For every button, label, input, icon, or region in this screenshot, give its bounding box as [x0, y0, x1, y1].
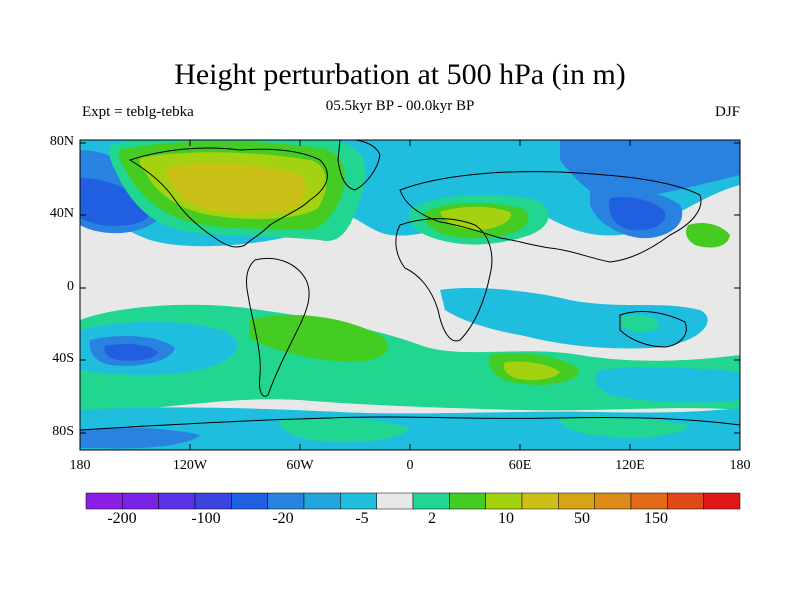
lon-label-180w: 180 [69, 458, 91, 473]
coastline-africa [395, 218, 493, 342]
colorbar-label-minus-20: -20 [272, 510, 294, 527]
lat-label-40n: 40N [49, 206, 74, 221]
colorbar-swatch [630, 492, 668, 510]
colorbar-label-2: 2 [428, 510, 436, 527]
colorbar-swatch [558, 492, 595, 510]
colorbar-swatch [521, 492, 559, 510]
coastline-south-america [246, 257, 310, 397]
contour-southern-ocean-light-blue [595, 367, 740, 403]
colorbar-label-minus-100: -100 [191, 510, 221, 527]
contour-antarctic-green-east [559, 416, 690, 438]
colorbar-label-50: 50 [574, 510, 590, 527]
coastline-australia [619, 310, 687, 348]
colorbar-swatch [267, 492, 305, 510]
colorbar-label-minus-200: -200 [107, 510, 137, 527]
colorbar-swatch [376, 492, 414, 510]
contour-pacific-dark-blue [80, 178, 151, 226]
colorbar-swatch [194, 492, 232, 510]
lat-ticks [80, 142, 740, 434]
lon-label-60w: 60W [286, 458, 314, 473]
season-label: DJF [714, 104, 740, 120]
plot-subtitle: 05.5kyr BP - 00.0kyr BP [325, 98, 475, 114]
contour-south-teal [80, 304, 740, 411]
lon-label-0: 0 [406, 458, 414, 473]
colorbar-label-minus-5: -5 [355, 510, 369, 527]
lat-label-0: 0 [67, 279, 74, 294]
coastline-eurasia [399, 171, 702, 263]
colorbar-swatch [412, 492, 450, 510]
contour-siberia-blue [560, 140, 740, 201]
coastline-north-america [128, 147, 328, 248]
lat-label-80s: 80S [52, 424, 74, 439]
coastline-antarctica [80, 416, 740, 431]
colorbar-swatch [158, 492, 196, 510]
lon-label-60e: 60E [508, 458, 532, 473]
coastline-greenland [337, 140, 381, 191]
colorbar-swatch [231, 492, 268, 510]
coastlines [80, 140, 740, 431]
colorbar-swatch [703, 492, 741, 510]
colorbar-label-150: 150 [644, 510, 668, 527]
contour-na-yellow [165, 163, 307, 214]
contour-antarctic-green [279, 417, 410, 443]
colorbar-label-10: 10 [498, 510, 514, 527]
lat-label-80n: 80N [49, 134, 74, 149]
colorbar-swatch [122, 492, 159, 510]
plot-title: Height perturbation at 500 hPa (in m) [174, 58, 626, 91]
contour-east-asia-dark-blue [609, 197, 666, 231]
colorbar [85, 492, 741, 510]
contour-south-indian-lime [503, 361, 560, 380]
contour-indian-green [619, 314, 660, 333]
contour-south-atlantic-green [250, 315, 389, 362]
lat-label-40s: 40S [52, 351, 74, 366]
contour-field [80, 140, 740, 450]
contour-indian-light-blue [440, 288, 708, 349]
lon-ticks [79, 140, 741, 450]
contour-south-pacific-dark-blue [104, 344, 158, 361]
colorbar-swatch [449, 492, 486, 510]
colorbar-swatch [303, 492, 341, 510]
experiment-label: Expt = teblg-tebka [82, 104, 194, 120]
contour-antarctic-blue [80, 427, 200, 449]
colorbar-swatch [340, 492, 377, 510]
colorbar-swatch [485, 492, 523, 510]
lon-label-120w: 120W [172, 458, 208, 473]
contour-europe-lime [440, 206, 511, 230]
colorbar-swatch [85, 492, 123, 510]
lon-label-180e: 180 [729, 458, 751, 473]
contour-pacific-green [686, 223, 730, 248]
colorbar-swatch [594, 492, 632, 510]
colorbar-swatch [667, 492, 704, 510]
lon-label-120e: 120E [615, 458, 645, 473]
